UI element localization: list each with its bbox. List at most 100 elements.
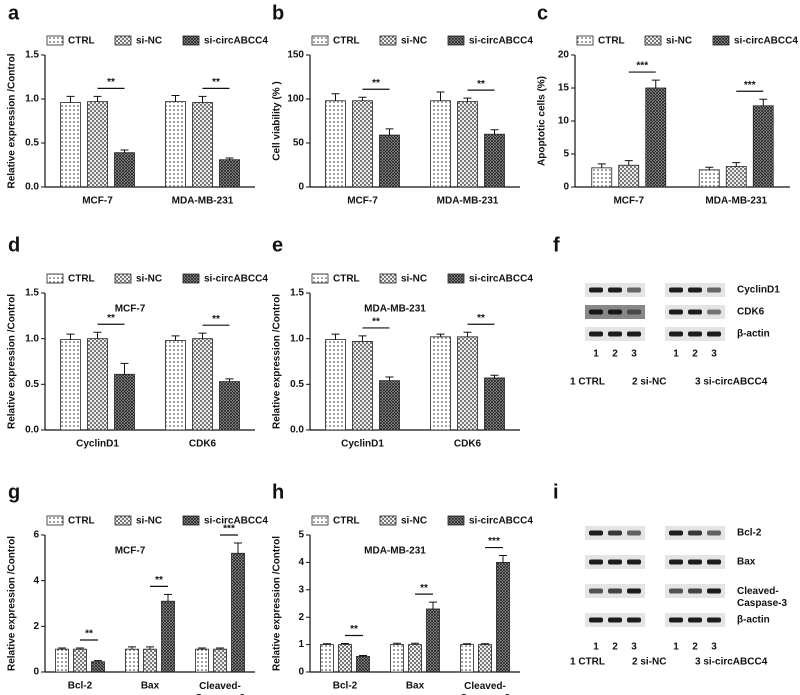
legend-swatch bbox=[114, 273, 132, 284]
y-axis-label: Apoptotic cells (%) bbox=[537, 76, 548, 166]
lane-label: 3 bbox=[631, 642, 637, 653]
legend-swatch bbox=[46, 515, 64, 526]
bar bbox=[379, 380, 400, 431]
subtitle: MCF-7 bbox=[115, 546, 146, 557]
blot-band bbox=[688, 309, 702, 315]
bar bbox=[484, 377, 505, 431]
legend-label: CTRL bbox=[333, 36, 360, 47]
lane-label: 2 bbox=[692, 642, 698, 653]
blot-band bbox=[589, 331, 603, 337]
band-label: CDK6 bbox=[737, 307, 765, 318]
y-tick-label: 100 bbox=[287, 94, 304, 105]
legend-swatch bbox=[46, 273, 64, 284]
error-bar bbox=[331, 93, 340, 101]
bar bbox=[390, 644, 404, 673]
error-bar bbox=[234, 542, 242, 554]
x-tick-label: MCF-7 bbox=[347, 196, 378, 207]
error-bar bbox=[732, 162, 741, 167]
y-tick-label: 0 bbox=[563, 182, 569, 193]
significance-label: ** bbox=[212, 314, 220, 325]
legend-label: si-NC bbox=[136, 36, 162, 47]
y-tick-label: 1.0 bbox=[25, 94, 39, 105]
panel-label: d bbox=[8, 234, 20, 256]
legend-label: si-NC bbox=[136, 516, 162, 527]
error-bar bbox=[120, 362, 129, 375]
blot-band bbox=[707, 309, 721, 315]
blot-band bbox=[707, 588, 721, 594]
bar bbox=[192, 338, 213, 431]
y-tick-label: 150 bbox=[287, 50, 304, 61]
error-bar bbox=[481, 643, 489, 645]
legend-label: si-circABCC4 bbox=[204, 274, 268, 285]
y-tick-label: 1.5 bbox=[290, 288, 304, 299]
x-tick-label: Bax bbox=[141, 681, 160, 692]
bar bbox=[352, 341, 373, 431]
error-bar bbox=[128, 646, 136, 650]
blot-band bbox=[688, 559, 702, 565]
legend-label: si-NC bbox=[666, 36, 692, 47]
bar bbox=[161, 600, 175, 673]
y-axis-label: Relative expression /Control bbox=[7, 53, 18, 188]
blot-band bbox=[688, 331, 702, 337]
legend-swatch bbox=[114, 515, 132, 526]
panel-label: e bbox=[272, 234, 283, 256]
lane-label: 3 bbox=[631, 349, 637, 360]
x-tick-label: MDA-MB-231 bbox=[705, 196, 767, 207]
legend-label: CTRL bbox=[333, 516, 360, 527]
bar bbox=[60, 339, 81, 431]
x-tick-label: CDK6 bbox=[189, 439, 217, 450]
panel-label: a bbox=[8, 2, 20, 24]
legend-swatch bbox=[379, 515, 397, 526]
error-bar bbox=[597, 163, 606, 168]
error-bar bbox=[323, 643, 331, 645]
bar bbox=[143, 648, 157, 673]
legend-swatch bbox=[182, 515, 200, 526]
panel-label: f bbox=[553, 234, 560, 256]
subtitle: MCF-7 bbox=[115, 304, 146, 315]
y-tick-label: 0 bbox=[298, 182, 304, 193]
blot-band bbox=[589, 588, 603, 594]
y-tick-label: 2 bbox=[298, 612, 304, 623]
band-label: CyclinD1 bbox=[737, 285, 780, 296]
y-tick-label: 0.0 bbox=[290, 425, 304, 436]
x-tick-label: Cleaved-Caspase-3 bbox=[195, 681, 245, 695]
blot-band bbox=[589, 559, 603, 565]
x-tick-label: CyclinD1 bbox=[341, 439, 384, 450]
error-bar bbox=[198, 95, 207, 103]
blot-band bbox=[608, 530, 622, 536]
legend-swatch bbox=[447, 35, 465, 46]
y-tick-label: 5 bbox=[563, 149, 569, 160]
bar bbox=[698, 169, 720, 188]
bar bbox=[752, 105, 774, 188]
legend-label: si-NC bbox=[401, 36, 427, 47]
error-bar bbox=[216, 647, 224, 650]
y-tick-label: 6 bbox=[33, 530, 39, 541]
error-bar bbox=[93, 95, 102, 102]
bar bbox=[192, 102, 213, 188]
significance-label: ** bbox=[420, 583, 428, 594]
bar bbox=[426, 608, 440, 673]
bar bbox=[379, 134, 400, 188]
lane-label: 1 bbox=[673, 349, 679, 360]
y-tick-label: 0.5 bbox=[290, 379, 304, 390]
x-tick-label: MCF-7 bbox=[613, 196, 644, 207]
y-tick-label: 10 bbox=[558, 116, 570, 127]
blot-band bbox=[669, 309, 683, 315]
x-tick-label: Bax bbox=[406, 681, 425, 692]
y-tick-label: 0.5 bbox=[25, 138, 39, 149]
error-bar bbox=[198, 647, 206, 650]
error-bar bbox=[225, 157, 234, 160]
legend-label: si-NC bbox=[136, 274, 162, 285]
error-bar bbox=[76, 647, 84, 650]
y-tick-label: 1.5 bbox=[25, 288, 39, 299]
blot-band bbox=[669, 617, 683, 623]
y-axis-label: Relative expression /Control bbox=[272, 536, 283, 671]
bar bbox=[219, 159, 240, 188]
legend-label: si-circABCC4 bbox=[469, 36, 533, 47]
significance-label: ** bbox=[372, 317, 380, 328]
error-bar bbox=[463, 643, 471, 645]
x-tick-label: Bcl-2 bbox=[333, 681, 358, 692]
error-bar bbox=[463, 331, 472, 337]
error-bar bbox=[463, 97, 472, 102]
